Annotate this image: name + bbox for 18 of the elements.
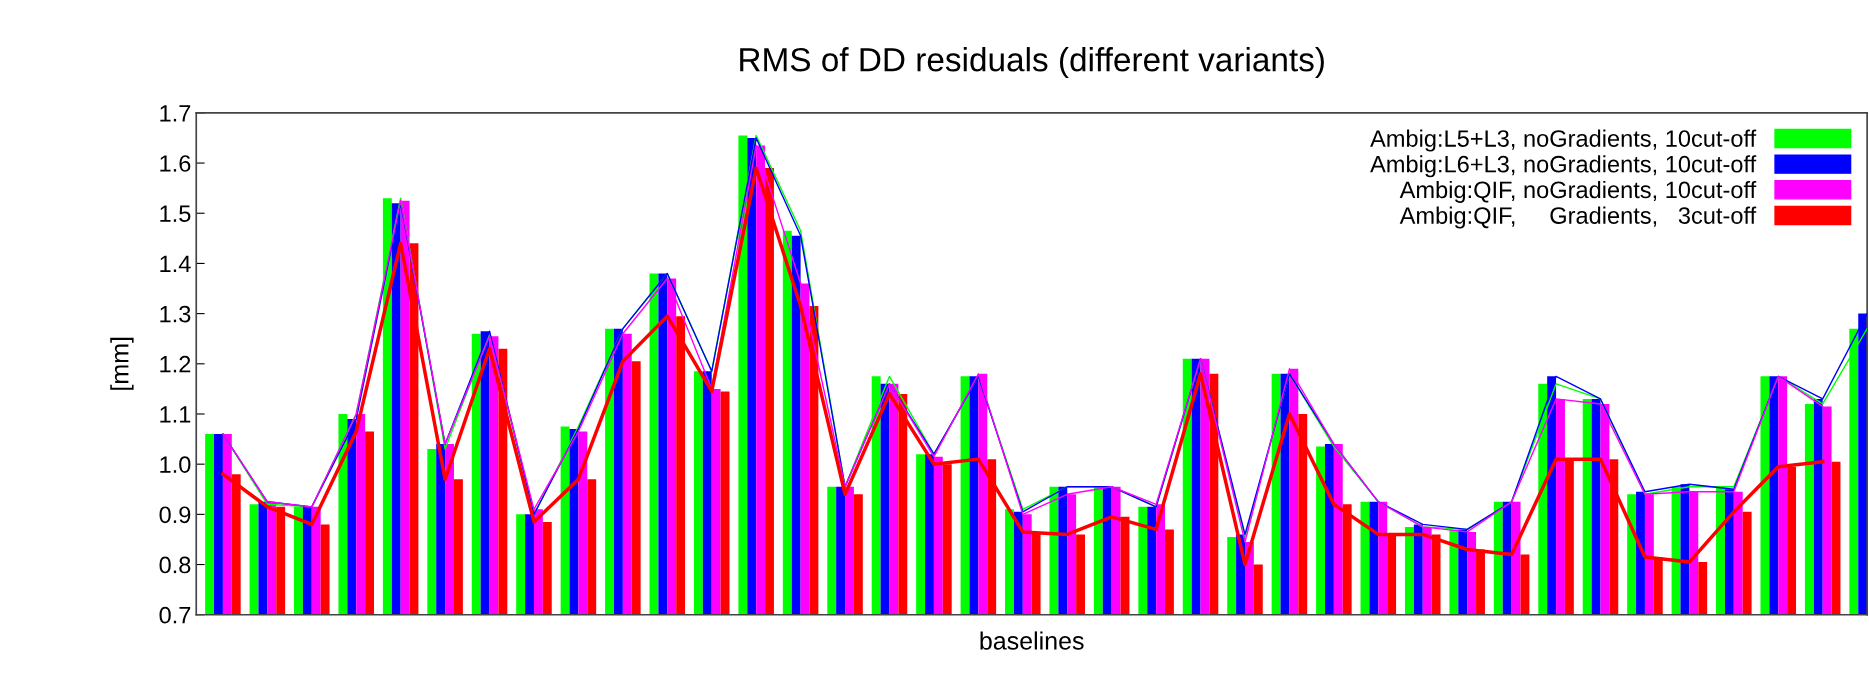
y-tick-label: 1.7: [160, 105, 191, 122]
legend-label: Ambig:QIF, Gradients, 3cut-off: [1399, 206, 1757, 229]
y-tick-label: 1.0: [160, 456, 191, 473]
x-axis-title: baselines: [980, 631, 1084, 650]
y-tick-label: 1.6: [160, 155, 191, 172]
y-tick-label: 0.7: [159, 606, 191, 624]
y-tick-label: 1.3: [160, 305, 191, 323]
legend-label: Ambig:L5+L3, noGradients, 10cut-off: [1370, 129, 1757, 152]
chart-title: RMS of DD residuals (different variants): [740, 47, 1324, 79]
y-tick-label: 0.8: [159, 556, 191, 574]
legend-label: Ambig:QIF, noGradients, 10cut-off: [1399, 180, 1757, 203]
y-tick-label: 0.9: [159, 506, 191, 524]
legend-label: Ambig:L6+L3, noGradients, 10cut-off: [1370, 155, 1757, 178]
y-tick-label: 1.2: [160, 355, 191, 373]
y-axis-title: [mm]: [110, 337, 134, 390]
y-tick-label: 1.1: [160, 406, 191, 423]
y-tick-label: 1.5: [160, 205, 191, 223]
y-tick-label: 1.4: [160, 255, 191, 272]
